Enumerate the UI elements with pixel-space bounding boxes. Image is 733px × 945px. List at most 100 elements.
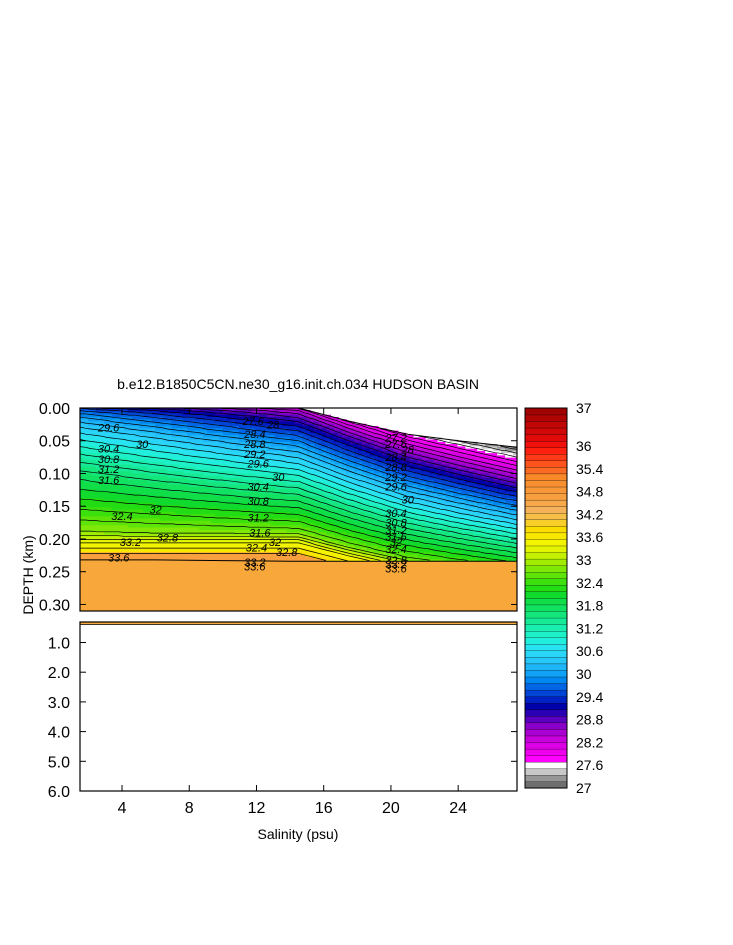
salinity-cell <box>91 419 97 423</box>
salinity-cell <box>266 579 272 583</box>
salinity-cell <box>282 541 288 544</box>
salinity-cell <box>219 520 224 524</box>
salinity-cell <box>139 417 145 420</box>
salinity-cell <box>151 595 157 599</box>
salinity-cell <box>234 545 240 549</box>
salinity-cell <box>191 550 196 553</box>
salinity-cell <box>80 552 85 556</box>
salinity-cell <box>131 559 137 562</box>
salinity-cell <box>119 599 125 603</box>
salinity-cell <box>195 541 200 544</box>
salinity-cell <box>242 523 248 526</box>
salinity-cell <box>215 437 220 441</box>
salinity-cell <box>123 482 129 486</box>
salinity-cell <box>183 473 188 477</box>
salinity-cell <box>286 450 292 454</box>
salinity-cell <box>175 529 180 533</box>
salinity-cell <box>262 446 268 450</box>
salinity-cell <box>163 538 168 542</box>
salinity-cell <box>250 417 256 420</box>
salinity-cell <box>131 432 137 436</box>
salinity-cell <box>286 514 292 517</box>
salinity-cell <box>83 568 89 571</box>
salinity-cell <box>87 475 93 479</box>
salinity-cell <box>107 489 113 493</box>
salinity-cell <box>266 577 272 581</box>
salinity-cell <box>179 482 184 486</box>
salinity-cell <box>242 417 248 420</box>
salinity-cell <box>171 477 176 481</box>
salinity-cell <box>95 559 101 562</box>
salinity-cell <box>175 577 180 581</box>
salinity-cell <box>195 601 200 605</box>
salinity-cell <box>99 599 105 603</box>
salinity-cell <box>119 464 125 468</box>
salinity-cell <box>115 477 121 481</box>
salinity-cell <box>135 552 141 556</box>
salinity-cell <box>163 552 168 556</box>
salinity-cell <box>119 547 125 551</box>
salinity-cell <box>151 462 157 465</box>
salinity-cell <box>103 554 109 558</box>
salinity-cell <box>286 502 292 506</box>
salinity-cell <box>159 606 165 610</box>
salinity-cell <box>171 547 176 551</box>
salinity-cell <box>250 599 256 603</box>
salinity-cell <box>139 495 145 499</box>
salinity-cell <box>298 414 304 418</box>
salinity-cell <box>203 590 208 594</box>
salinity-cell <box>99 412 105 416</box>
salinity-cell <box>258 608 264 611</box>
salinity-cell <box>179 435 184 438</box>
salinity-cell <box>215 554 220 558</box>
salinity-cell <box>175 574 180 578</box>
salinity-cell <box>183 547 188 551</box>
salinity-cell <box>286 543 292 547</box>
salinity-cell <box>159 543 165 547</box>
salinity-cell <box>83 437 89 441</box>
salinity-cell <box>278 459 284 463</box>
salinity-cell <box>83 430 89 434</box>
salinity-cell <box>135 595 141 599</box>
salinity-cell <box>119 579 125 583</box>
salinity-cell <box>290 541 296 544</box>
salinity-cell <box>230 523 236 526</box>
salinity-cell <box>278 604 284 608</box>
salinity-cell <box>242 412 248 416</box>
salinity-cell <box>282 484 288 488</box>
salinity-cell <box>207 604 212 608</box>
salinity-cell <box>123 509 129 513</box>
salinity-cell <box>179 507 184 511</box>
salinity-cell <box>254 520 260 524</box>
salinity-cell <box>254 448 260 452</box>
salinity-cell <box>274 550 280 553</box>
salinity-cell <box>155 423 161 427</box>
salinity-cell <box>211 482 216 486</box>
salinity-cell <box>171 534 176 538</box>
salinity-cell <box>111 579 117 583</box>
salinity-cell <box>95 486 101 490</box>
salinity-cell <box>127 588 133 592</box>
salinity-cell <box>163 554 168 558</box>
salinity-cell <box>294 414 300 418</box>
salinity-cell <box>119 529 125 533</box>
salinity-cell <box>123 577 129 581</box>
salinity-cell <box>99 439 105 443</box>
salinity-cell <box>179 527 184 531</box>
salinity-cell <box>155 408 161 411</box>
salinity-cell <box>175 459 180 463</box>
salinity-cell <box>258 482 264 486</box>
salinity-cell <box>270 547 276 551</box>
salinity-cell <box>103 498 109 502</box>
salinity-cell <box>131 498 137 502</box>
salinity-cell <box>242 597 248 601</box>
salinity-cell <box>246 565 252 569</box>
salinity-cell <box>282 563 288 567</box>
salinity-cell <box>219 529 224 533</box>
salinity-cell <box>171 482 176 486</box>
salinity-cell <box>103 455 109 459</box>
salinity-cell <box>298 466 304 470</box>
salinity-cell <box>266 511 272 515</box>
salinity-cell <box>159 446 165 450</box>
salinity-cell <box>179 417 184 420</box>
